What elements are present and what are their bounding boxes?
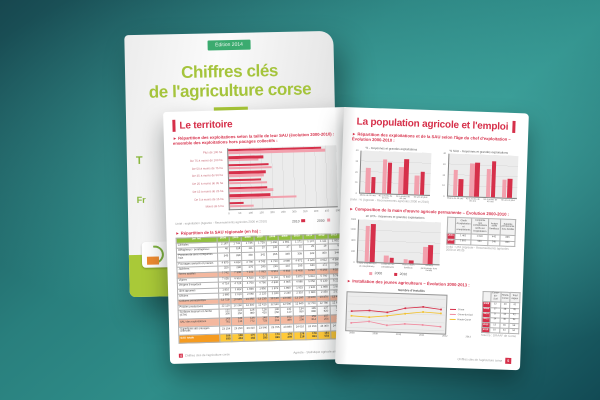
chart-plot: [356, 219, 441, 266]
bar-chart-legend: 2010 2000: [292, 218, 331, 223]
cover-text-fragment-1: T: [135, 154, 143, 167]
line-chart-legend: Corse Corse-du-Sud Haute-Corse: [449, 295, 476, 336]
page-number-badge: 5: [505, 357, 512, 364]
edition-badge: Édition 2014: [207, 39, 252, 51]
workforce-source: Unité : UTA (Agreste - Recensements agri…: [445, 244, 509, 253]
cover-title-line2: de l'agriculture corse: [148, 79, 312, 102]
red-accent-bar: [512, 120, 516, 133]
cover-title: Chiffres clés de l'agriculture corse: [125, 60, 335, 102]
y-axis: 0 400 800 1200 1600: [350, 217, 357, 264]
workforce-chart: en UTA - moyennes et grandes exploitatio…: [347, 213, 441, 277]
line-chart-plot: [345, 290, 448, 335]
workforce-table: Chefs d'exploitation et coexploitants Con…: [446, 217, 516, 247]
page-population: La population agricole et l'emploi ► Rép…: [335, 107, 529, 371]
page-territoire: Le territoire ► Répartition des exploita…: [163, 107, 354, 365]
sau-size-bar-chart: Plus de 100 ha De 75 à moins de 100 ha De …: [173, 144, 341, 222]
y-axis: 0 10 20 30 40: [354, 148, 359, 196]
population-header: La population agricole et l'emploi: [352, 115, 519, 133]
chart-caption: ► Répartition des exploitations selon la…: [172, 131, 335, 147]
red-accent-bar: [172, 119, 176, 132]
bar-chart-labels: Plus de 100 ha De 75 à moins de 100 ha De …: [190, 150, 224, 209]
territoire-header: Le territoire: [172, 115, 337, 132]
cover-text-fragment-2: Fr: [136, 194, 146, 205]
footer-text: Chiffres clés de l'agriculture corse: [457, 357, 503, 363]
bar-chart-x-axis: 0 50 100 150 200 250 300 350 400 450 500: [228, 208, 341, 215]
footer-left-text: Chiffres clés de l'agriculture corse: [184, 352, 230, 358]
left-page-footer: 4 Chiffres clés de l'agriculture corse A…: [178, 349, 344, 358]
logo-orange-icon: [146, 256, 160, 265]
install-source: Source : DRAAF de Corse: [480, 333, 517, 339]
sau-regional-table: (en ha) 2004 2005 2006 2007 2008 2009 2010 2011 2…: [176, 233, 344, 344]
installations-table: Corse-du-Sud Haute-Corse Total région 2008 1…: [481, 291, 520, 335]
page-title: Le territoire: [179, 118, 233, 132]
right-page-footer: Chiffres clés de l'agriculture corse 5: [344, 352, 512, 364]
chart-plot: [358, 150, 431, 197]
chart-plot: [446, 153, 519, 200]
page-title: La population agricole et l'emploi: [356, 115, 509, 133]
y-axis: 0 10 20 30 40: [442, 151, 446, 199]
installations-line-chart: Nombre d'installés Corse Corse-du-Sud Haut…: [345, 286, 476, 339]
bar-chart-plot: [227, 144, 338, 210]
page-number-badge: 4: [178, 353, 183, 358]
age-sau-chart: % SAU - moyennes et grandes exploitation…: [437, 148, 519, 205]
